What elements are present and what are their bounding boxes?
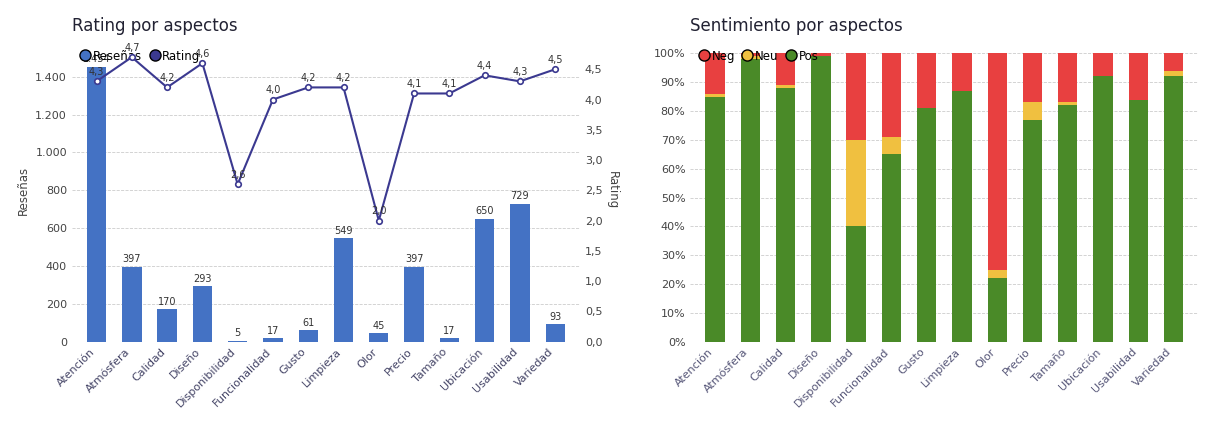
Bar (705, 94, 724, 97)
Text: 4,7: 4,7 (124, 43, 140, 53)
Bar (123, 267, 141, 342)
Bar (917, 53, 937, 108)
Y-axis label: Rating: Rating (606, 171, 620, 210)
Text: 4,3: 4,3 (89, 67, 104, 77)
Bar (1023, 120, 1042, 342)
Text: Sentimiento por aspectos: Sentimiento por aspectos (690, 17, 903, 35)
Bar (1129, 100, 1148, 342)
Bar (193, 286, 213, 342)
Text: 293: 293 (193, 274, 211, 284)
Legend: Neg, Neu, Pos: Neg, Neu, Pos (696, 45, 824, 67)
Bar (953, 91, 972, 342)
Bar (988, 270, 1007, 278)
Text: 397: 397 (405, 254, 423, 264)
Text: 4,5: 4,5 (548, 55, 563, 65)
Text: 4,4: 4,4 (477, 61, 492, 71)
Bar (264, 338, 283, 342)
Bar (988, 278, 1007, 342)
Bar (1058, 102, 1078, 105)
Bar (847, 53, 866, 140)
Text: 4,1: 4,1 (406, 79, 422, 89)
Bar (1058, 53, 1078, 102)
Bar (405, 267, 424, 342)
Text: 4,2: 4,2 (300, 73, 316, 83)
Bar (1094, 77, 1113, 342)
Bar (776, 85, 796, 88)
Bar (1129, 53, 1148, 100)
Bar (475, 219, 495, 342)
Text: 2,0: 2,0 (371, 206, 386, 216)
Text: 17: 17 (443, 326, 456, 336)
Bar (953, 53, 972, 91)
Bar (847, 226, 866, 342)
Bar (882, 137, 902, 154)
Bar (86, 66, 106, 342)
Text: 1.454: 1.454 (83, 55, 111, 64)
Text: Rating por aspectos: Rating por aspectos (72, 17, 237, 35)
Text: 4,3: 4,3 (513, 67, 527, 77)
Text: 549: 549 (334, 225, 352, 236)
Bar (1164, 71, 1183, 77)
Text: 397: 397 (123, 254, 141, 264)
Y-axis label: Reseñas: Reseñas (17, 166, 29, 215)
Text: 61: 61 (303, 318, 315, 328)
Bar (882, 154, 902, 342)
Bar (740, 59, 759, 342)
Bar (917, 108, 937, 342)
Bar (510, 204, 530, 342)
Bar (369, 333, 389, 342)
Text: 729: 729 (510, 191, 530, 201)
Bar (705, 97, 724, 342)
Legend: Reseñas, Rating: Reseñas, Rating (78, 45, 205, 67)
Text: 93: 93 (549, 312, 561, 322)
Bar (776, 88, 796, 342)
Bar (847, 140, 866, 226)
Bar (334, 238, 354, 342)
Bar (740, 53, 759, 56)
Bar (1023, 102, 1042, 120)
Text: 4,0: 4,0 (265, 85, 281, 95)
Bar (740, 56, 759, 59)
Bar (228, 341, 248, 342)
Text: 2,6: 2,6 (230, 170, 245, 180)
Text: 650: 650 (475, 207, 493, 216)
Bar (705, 53, 724, 94)
Bar (440, 338, 459, 342)
Bar (158, 309, 177, 342)
Bar (812, 53, 831, 56)
Text: 4,2: 4,2 (335, 73, 351, 83)
Bar (546, 324, 565, 342)
Text: 170: 170 (158, 297, 176, 307)
Bar (812, 56, 831, 342)
Bar (1094, 53, 1113, 77)
Text: 4,1: 4,1 (442, 79, 457, 89)
Bar (1164, 77, 1183, 342)
Text: 45: 45 (373, 321, 385, 331)
Text: 17: 17 (267, 326, 279, 336)
Text: 4,2: 4,2 (159, 73, 175, 83)
Bar (988, 53, 1007, 270)
Bar (1058, 105, 1078, 342)
Bar (776, 53, 796, 85)
Bar (1164, 53, 1183, 71)
Bar (299, 330, 318, 342)
Bar (882, 53, 902, 137)
Bar (1023, 53, 1042, 102)
Text: 5: 5 (234, 328, 241, 338)
Text: 4,6: 4,6 (194, 49, 210, 59)
